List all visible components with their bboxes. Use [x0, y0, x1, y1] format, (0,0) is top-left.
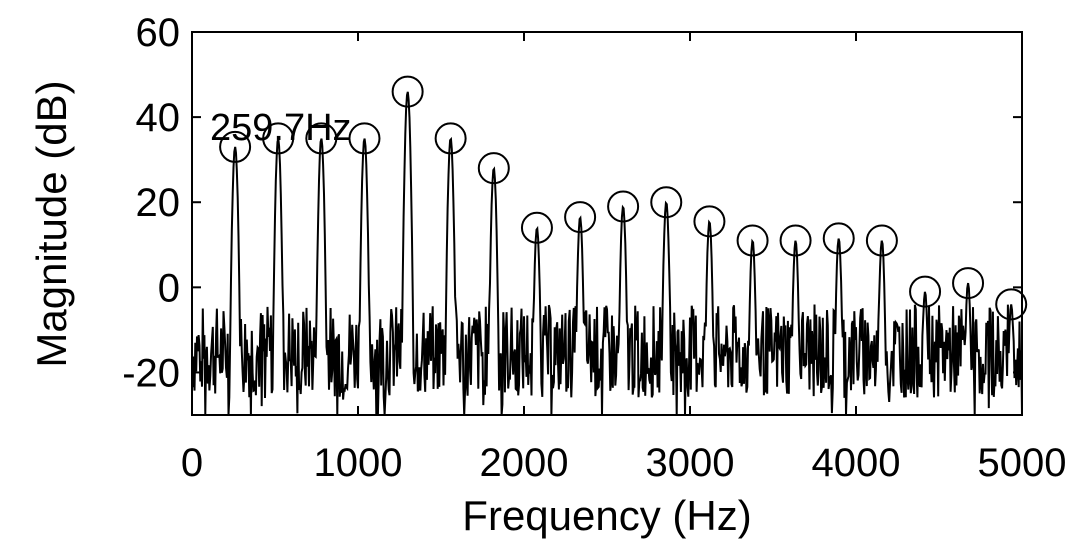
peak-marker: [822, 222, 855, 255]
spectrum-layer: [191, 91, 1023, 416]
peak-marker: [736, 224, 769, 257]
x-axis-label: Frequency (Hz): [462, 492, 751, 539]
peak-marker: [434, 122, 467, 155]
peak-marker: [909, 275, 942, 308]
x-tick-label: 5000: [978, 441, 1067, 485]
x-tick-label: 4000: [812, 441, 901, 485]
peak-marker: [520, 211, 553, 244]
y-axis-label: Magnitude (dB): [28, 80, 75, 367]
y-tick-label: 60: [136, 11, 181, 55]
peak-marker: [607, 190, 640, 223]
peak-marker: [305, 122, 338, 155]
peak-marker: [779, 224, 812, 257]
peak-marker: [348, 122, 381, 155]
peak-marker: [564, 201, 597, 234]
spectrum-trace: [191, 91, 1023, 416]
y-tick-label: 0: [158, 266, 180, 310]
peak-marker: [693, 205, 726, 238]
peak-marker: [477, 152, 510, 185]
peak-marker: [952, 267, 985, 300]
peak-annotation: 259.7Hz: [210, 107, 352, 149]
peak-marker: [865, 224, 898, 257]
x-tick-label: 2000: [480, 441, 569, 485]
peak-marker: [262, 122, 295, 155]
x-tick-label: 3000: [646, 441, 735, 485]
peak-marker: [219, 130, 252, 163]
x-tick-label: 1000: [314, 441, 403, 485]
peak-marker: [391, 75, 424, 108]
y-tick-label: -20: [122, 351, 180, 395]
peak-marker: [995, 288, 1028, 321]
axis-ticks: 0 1000 2000 3000 4000 5000 -20 0 20 40 60: [122, 11, 1066, 485]
peak-marker: [650, 186, 683, 219]
y-tick-label: 20: [136, 181, 181, 225]
y-tick-label: 40: [136, 96, 181, 140]
x-tick-label: 0: [181, 441, 203, 485]
peak-markers: [219, 75, 1028, 321]
